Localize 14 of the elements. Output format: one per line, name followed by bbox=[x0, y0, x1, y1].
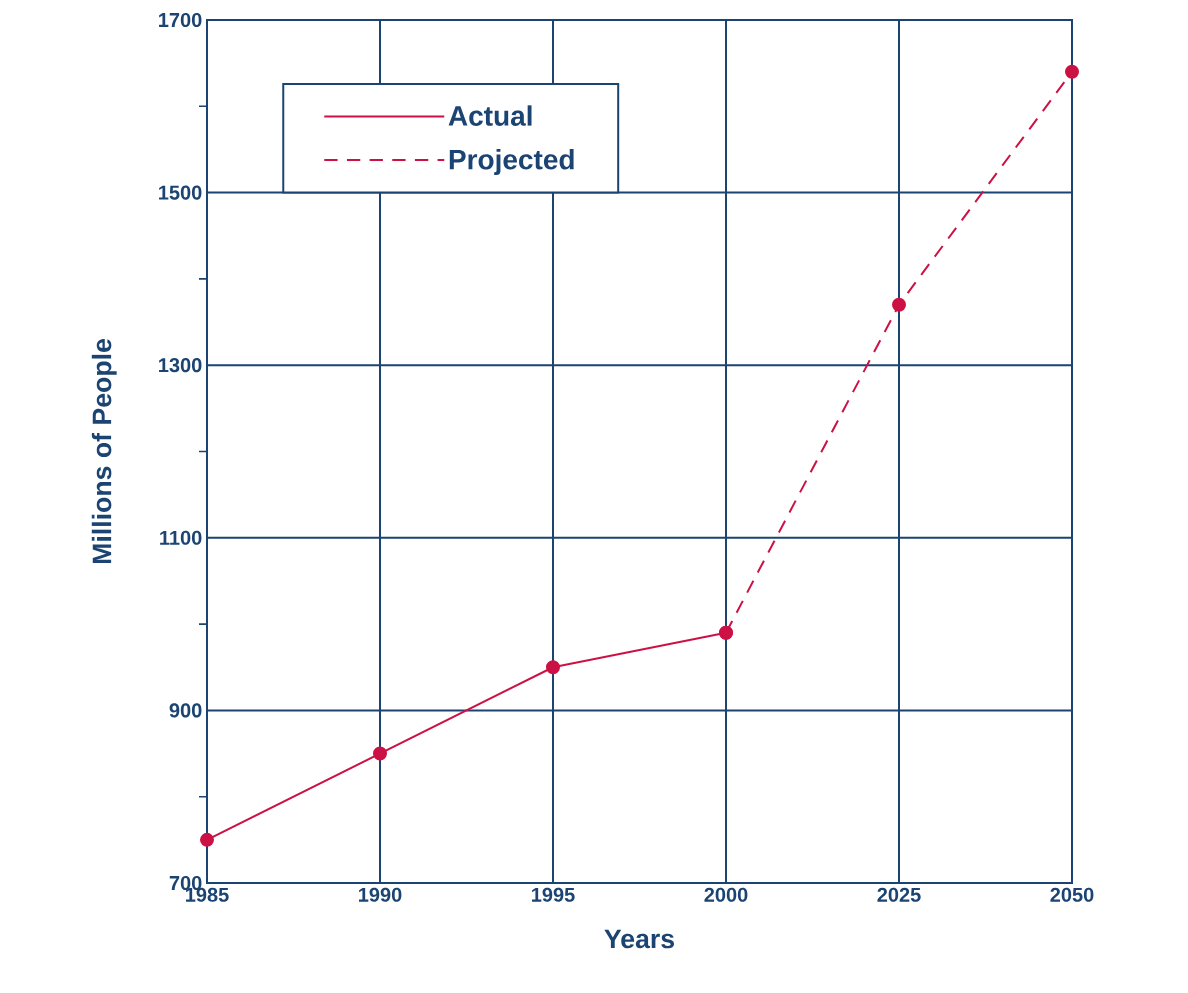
x-tick-label: 1990 bbox=[359, 887, 402, 902]
legend-label: Actual bbox=[448, 105, 532, 126]
legend-label: Projected bbox=[449, 148, 574, 176]
x-tick-label: 2050 bbox=[1050, 887, 1094, 902]
y-tick-label: 900 bbox=[169, 703, 202, 718]
y-tick-label: 1700 bbox=[159, 12, 202, 28]
y-axis-title: Millions of People bbox=[91, 339, 117, 564]
x-tick-label: 1995 bbox=[532, 887, 575, 902]
x-axis-title: Years bbox=[604, 929, 674, 949]
x-tick-label: 2025 bbox=[877, 887, 921, 902]
y-tick-label: 1500 bbox=[159, 185, 202, 200]
y-tick-label: 1300 bbox=[159, 358, 202, 373]
y-tick-label: 1100 bbox=[160, 530, 202, 545]
x-tick-label: 2000 bbox=[704, 887, 748, 902]
